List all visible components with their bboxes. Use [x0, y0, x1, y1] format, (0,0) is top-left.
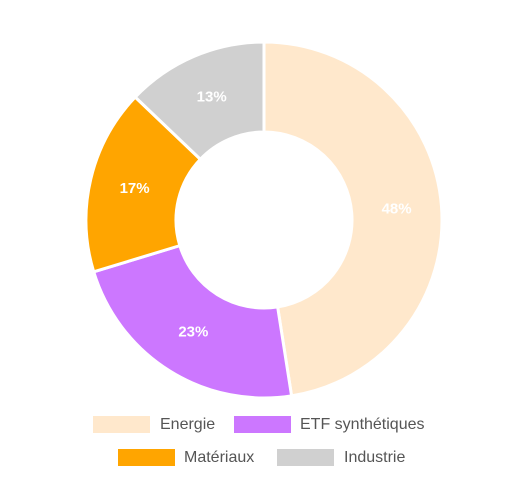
- value-label: 23%: [178, 324, 208, 341]
- donut-slice: [84, 95, 202, 274]
- legend-label: Matériaux: [184, 449, 254, 466]
- legend: Energie ETF synthétiques Matériaux Indus…: [93, 416, 425, 466]
- legend-label: ETF synthétiques: [300, 416, 425, 433]
- legend-label: Energie: [160, 416, 215, 433]
- donut-slice: [262, 40, 444, 398]
- value-label: 48%: [382, 201, 412, 218]
- donut-slice: [133, 40, 266, 161]
- legend-swatch: [93, 416, 150, 433]
- donut-slice: [92, 244, 294, 400]
- legend-swatch: [234, 416, 291, 433]
- legend-swatch: [118, 449, 175, 466]
- value-label: 17%: [120, 180, 150, 197]
- legend-label: Industrie: [344, 449, 405, 466]
- value-label: 13%: [197, 89, 227, 106]
- donut: 48% 23% 17% 13%: [84, 40, 444, 400]
- legend-swatch: [277, 449, 334, 466]
